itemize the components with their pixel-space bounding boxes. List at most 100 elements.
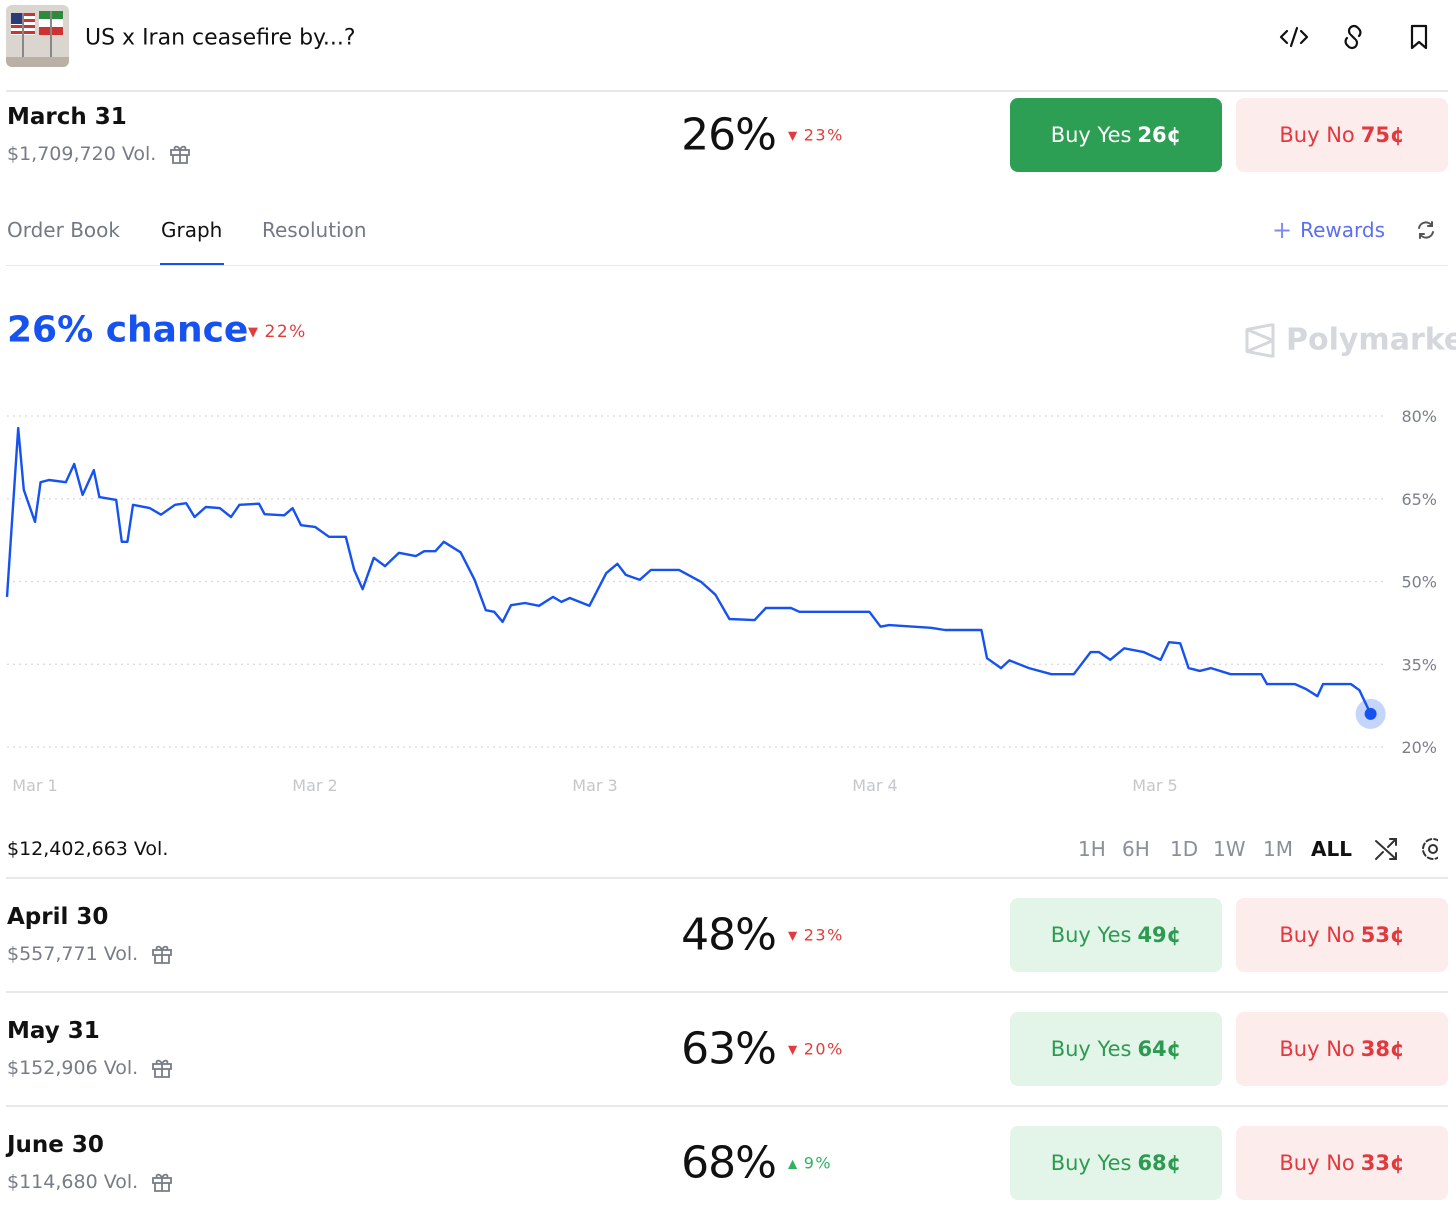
x-tick-label: Mar 1 (12, 776, 57, 795)
market-chance: 63% (681, 1023, 777, 1075)
market-volume: $152,906 Vol. (7, 1056, 174, 1080)
buy-yes-price: 64¢ (1137, 1037, 1182, 1061)
brand-watermark: Polymarket (1244, 323, 1456, 358)
current-point (1364, 707, 1377, 720)
x-tick-label: Mar 3 (572, 776, 617, 795)
market-change: ▼ 20% (788, 1040, 844, 1059)
y-tick-label: 65% (1401, 490, 1437, 509)
x-tick-label: Mar 2 (292, 776, 337, 795)
market-date: June 30 (7, 1132, 104, 1158)
buy-yes-label: Buy Yes (1050, 1151, 1132, 1175)
divider (6, 265, 1448, 266)
flags-icon (6, 11, 69, 67)
buy-yes-price: 68¢ (1137, 1151, 1182, 1175)
market-volume-text: $1,709,720 Vol. (7, 143, 157, 165)
buy-yes-price: 26¢ (1137, 123, 1182, 147)
buy-yes-price: 49¢ (1137, 923, 1182, 947)
settings-icon[interactable] (1428, 844, 1438, 854)
tab-indicator (160, 263, 224, 266)
market-volume-text: $114,680 Vol. (7, 1171, 139, 1193)
shuffle-icon[interactable] (1375, 838, 1397, 860)
change-arrow: ▼ (788, 128, 799, 142)
buy-no-button[interactable]: Buy No 33¢ (1236, 1126, 1448, 1200)
divider (6, 991, 1448, 993)
rewards-label: Rewards (1300, 218, 1386, 242)
market-change-value: 9% (803, 1153, 833, 1173)
headline-change-value: 22% (264, 322, 307, 342)
market-chance: 48% (681, 909, 777, 961)
range-button[interactable]: 1D (1170, 837, 1199, 861)
embed-icon[interactable] (1279, 26, 1309, 48)
buy-yes-label: Buy Yes (1050, 1037, 1132, 1061)
market-volume-text: $557,771 Vol. (7, 943, 139, 965)
gift-icon[interactable] (150, 942, 174, 966)
rewards-button[interactable]: + Rewards (1272, 216, 1386, 244)
gift-icon[interactable] (150, 1170, 174, 1194)
gift-icon[interactable] (150, 1056, 174, 1080)
chart-tools (1375, 838, 1438, 860)
market-date: May 31 (7, 1018, 100, 1044)
market-change: ▼ 23% (788, 126, 844, 145)
buy-no-label: Buy No (1279, 1151, 1355, 1175)
buy-no-label: Buy No (1279, 1037, 1355, 1061)
buy-no-price: 33¢ (1360, 1151, 1405, 1175)
buy-no-button[interactable]: Buy No 53¢ (1236, 898, 1448, 972)
range-button[interactable]: ALL (1311, 837, 1352, 861)
gift-icon[interactable] (168, 142, 192, 166)
range-button[interactable]: 1W (1213, 837, 1246, 861)
divider (6, 877, 1448, 879)
change-arrow: ▼ (788, 1042, 799, 1056)
link-icon[interactable] (1344, 24, 1362, 50)
brand-name: Polymarket (1286, 322, 1456, 358)
total-volume: $12,402,663 Vol. (7, 838, 169, 860)
headline: 26% chance (7, 309, 249, 351)
buy-yes-button[interactable]: Buy Yes 64¢ (1010, 1012, 1222, 1086)
buy-yes-label: Buy Yes (1050, 923, 1132, 947)
bookmark-icon[interactable] (1410, 24, 1428, 50)
x-tick-label: Mar 4 (852, 776, 897, 795)
range-button[interactable]: 6H (1122, 837, 1150, 861)
buy-yes-button[interactable]: Buy Yes 26¢ (1010, 98, 1222, 172)
headline-change: ▼ 22% (248, 322, 307, 342)
buy-no-price: 75¢ (1360, 123, 1405, 147)
market-volume: $557,771 Vol. (7, 942, 174, 966)
price-chart: 20% 35% 50% 65% 80% Mar 1 Mar 2 Mar 3 Mar 4 Mar 5 (5, 407, 1437, 795)
market-date: April 30 (7, 904, 109, 930)
change-arrow: ▲ (788, 1156, 799, 1170)
buy-no-label: Buy No (1279, 923, 1355, 947)
refresh-icon[interactable] (1415, 219, 1437, 241)
market-change-value: 20% (803, 1039, 844, 1059)
buy-yes-button[interactable]: Buy Yes 68¢ (1010, 1126, 1222, 1200)
buy-no-price: 38¢ (1360, 1037, 1405, 1061)
header-icons (1279, 24, 1428, 50)
buy-no-price: 53¢ (1360, 923, 1405, 947)
tab[interactable]: Resolution (262, 218, 367, 242)
brand-logo (1245, 323, 1275, 357)
market-change-value: 23% (803, 125, 844, 145)
y-tick-label: 35% (1401, 655, 1437, 674)
x-tick-label: Mar 5 (1132, 776, 1177, 795)
range-button[interactable]: 1M (1263, 837, 1293, 861)
buy-yes-button[interactable]: Buy Yes 49¢ (1010, 898, 1222, 972)
market-change-value: 23% (803, 925, 844, 945)
market-image (6, 5, 69, 67)
market-volume-text: $152,906 Vol. (7, 1057, 139, 1079)
market-volume: $114,680 Vol. (7, 1170, 174, 1194)
tab[interactable]: Order Book (7, 218, 120, 242)
range-button[interactable]: 1H (1078, 837, 1106, 861)
buy-no-label: Buy No (1279, 123, 1355, 147)
tab[interactable]: Graph (161, 218, 223, 242)
y-tick-label: 50% (1401, 573, 1437, 592)
market-change: ▲ 9% (788, 1154, 832, 1173)
y-tick-label: 80% (1401, 407, 1437, 426)
divider (6, 1105, 1448, 1107)
divider (6, 90, 1448, 92)
price-line (5, 426, 1372, 715)
buy-no-button[interactable]: Buy No 75¢ (1236, 98, 1448, 172)
buy-yes-label: Buy Yes (1050, 123, 1132, 147)
market-title: US x Iran ceasefire by...? (85, 25, 356, 51)
change-arrow: ▼ (788, 928, 799, 942)
market-change: ▼ 23% (788, 926, 844, 945)
buy-no-button[interactable]: Buy No 38¢ (1236, 1012, 1448, 1086)
